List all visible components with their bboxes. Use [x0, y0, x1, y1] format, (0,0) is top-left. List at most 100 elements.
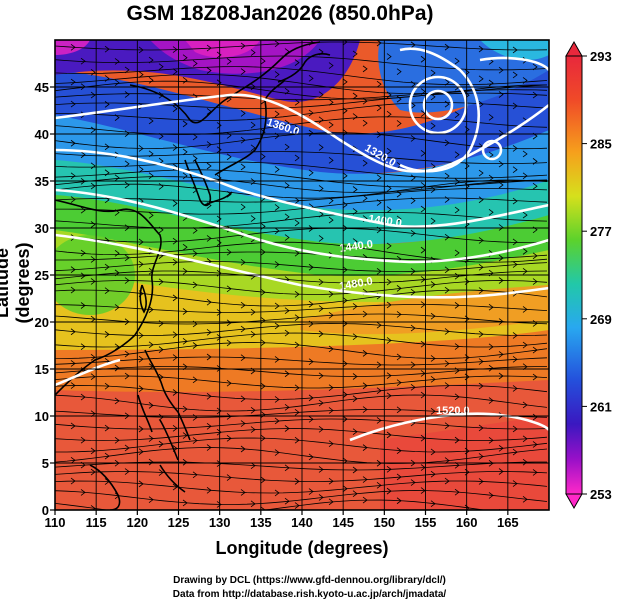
- streamline-arrow: [318, 425, 324, 433]
- streamline-arrow: [410, 135, 416, 142]
- streamline-arrow: [206, 444, 212, 451]
- streamline-arrow: [318, 305, 324, 312]
- streamline-arrow: [240, 203, 246, 211]
- streamline-arrow: [352, 238, 358, 245]
- streamline-arrow: [396, 120, 402, 127]
- streamline-arrow: [284, 370, 290, 378]
- streamline-arrow: [512, 145, 518, 152]
- streamline-arrow: [522, 267, 528, 275]
- credit-dcl: Drawing by DCL (https://www.gfd-dennou.o…: [173, 575, 446, 586]
- streamline-arrow: [328, 311, 334, 319]
- streamline-arrow: [498, 130, 504, 137]
- streamline-arrow: [294, 125, 300, 132]
- streamline-arrow: [396, 497, 402, 505]
- streamline-arrow: [318, 278, 324, 286]
- streamline-arrow: [386, 431, 392, 439]
- streamline-arrow: [352, 113, 358, 120]
- credit-data-source: Data from http://database.rish.kyoto-u.a…: [172, 589, 447, 600]
- colorbar: 293 285 277 269 261 253: [565, 40, 612, 510]
- streamline-arrow: [124, 181, 130, 189]
- streamline-arrow: [328, 99, 334, 106]
- streamline-arrow: [386, 242, 392, 250]
- streamline-arrow: [294, 59, 300, 66]
- streamline-arrow: [172, 258, 178, 266]
- streamline-arrow: [206, 422, 212, 430]
- streamline-arrow: [80, 249, 86, 257]
- streamline: [55, 241, 548, 263]
- streamline-arrow: [318, 466, 324, 473]
- streamline-arrow: [420, 391, 426, 399]
- streamline-arrow: [182, 148, 188, 156]
- streamline-arrow: [240, 42, 246, 50]
- streamline-arrow: [308, 358, 314, 365]
- streamline-arrow: [328, 477, 334, 485]
- streamline-arrow: [158, 413, 164, 421]
- streamline-arrow: [430, 312, 436, 320]
- streamline-arrow: [454, 488, 460, 496]
- streamline-arrow: [124, 277, 130, 284]
- streamline-arrow: [104, 331, 110, 338]
- streamline-arrow: [206, 141, 212, 148]
- streamline-arrow: [148, 172, 154, 180]
- streamline-arrow: [90, 468, 96, 476]
- streamline-arrow: [342, 172, 348, 180]
- streamline-arrow: [241, 515, 245, 521]
- streamline-arrow: [376, 80, 382, 88]
- streamline-arrow: [250, 406, 256, 414]
- streamline-arrow: [376, 267, 382, 275]
- streamline-arrow: [328, 407, 334, 414]
- streamline-arrow: [342, 297, 348, 304]
- streamline-arrow: [80, 57, 86, 65]
- streamline-arrow: [90, 315, 96, 323]
- colorbar-top-arrow: [565, 40, 583, 57]
- streamline-arrow: [284, 234, 290, 241]
- streamline-arrow: [192, 437, 198, 444]
- streamline-arrow: [148, 56, 154, 64]
- streamline-arrow: [522, 496, 528, 503]
- streamline-arrow: [430, 69, 436, 77]
- streamline-arrow: [80, 489, 86, 496]
- streamline-arrow: [90, 182, 96, 190]
- streamline-arrow: [226, 339, 232, 347]
- contour-label-1480: 1480.0: [338, 275, 373, 293]
- streamline-arrow: [478, 237, 484, 244]
- streamline-arrow: [70, 172, 76, 180]
- streamline: [55, 418, 548, 430]
- streamline-arrow: [410, 267, 416, 275]
- streamline-arrow: [284, 213, 290, 221]
- streamline-arrow: [80, 302, 86, 309]
- streamline-arrow: [376, 174, 382, 182]
- streamline-arrow: [512, 448, 518, 456]
- streamline-arrow: [182, 458, 188, 466]
- streamline-arrow: [308, 225, 314, 232]
- streamline-arrow: [498, 468, 504, 475]
- streamline: [55, 270, 548, 284]
- y-axis-ticks: 0 5 10 15 20 25 30 35 40 45: [35, 80, 55, 518]
- streamline-arrow: [216, 122, 222, 129]
- x-tick-label: 130: [209, 515, 231, 530]
- streamline-arrow: [318, 116, 324, 124]
- x-axis-ticks: 110 115 120 125 130 135 140 145 150 155 160 165: [45, 510, 519, 530]
- streamline-arrow: [454, 206, 460, 214]
- streamline-arrow: [420, 487, 426, 494]
- streamline-arrow: [226, 132, 232, 139]
- streamline-arrow: [478, 330, 484, 338]
- streamline-arrow: [90, 126, 96, 134]
- streamline-arrow: [478, 478, 484, 485]
- streamline-arrow: [240, 325, 246, 333]
- streamline-arrow: [420, 55, 426, 63]
- streamline-arrow: [444, 100, 450, 108]
- streamline-arrow: [420, 370, 426, 377]
- streamline-arrow: [342, 266, 348, 274]
- streamline-arrow: [284, 425, 290, 432]
- streamline-arrow: [430, 470, 436, 478]
- streamline: [55, 161, 548, 179]
- streamline-arrow: [386, 372, 392, 379]
- streamline-arrow: [420, 301, 426, 308]
- streamline-arrow: [216, 146, 222, 153]
- streamline-arrow: [352, 373, 358, 380]
- streamline-arrow: [182, 54, 188, 62]
- streamline-arrow: [478, 100, 484, 108]
- streamline-arrow: [454, 151, 460, 158]
- streamline-arrow: [274, 166, 280, 173]
